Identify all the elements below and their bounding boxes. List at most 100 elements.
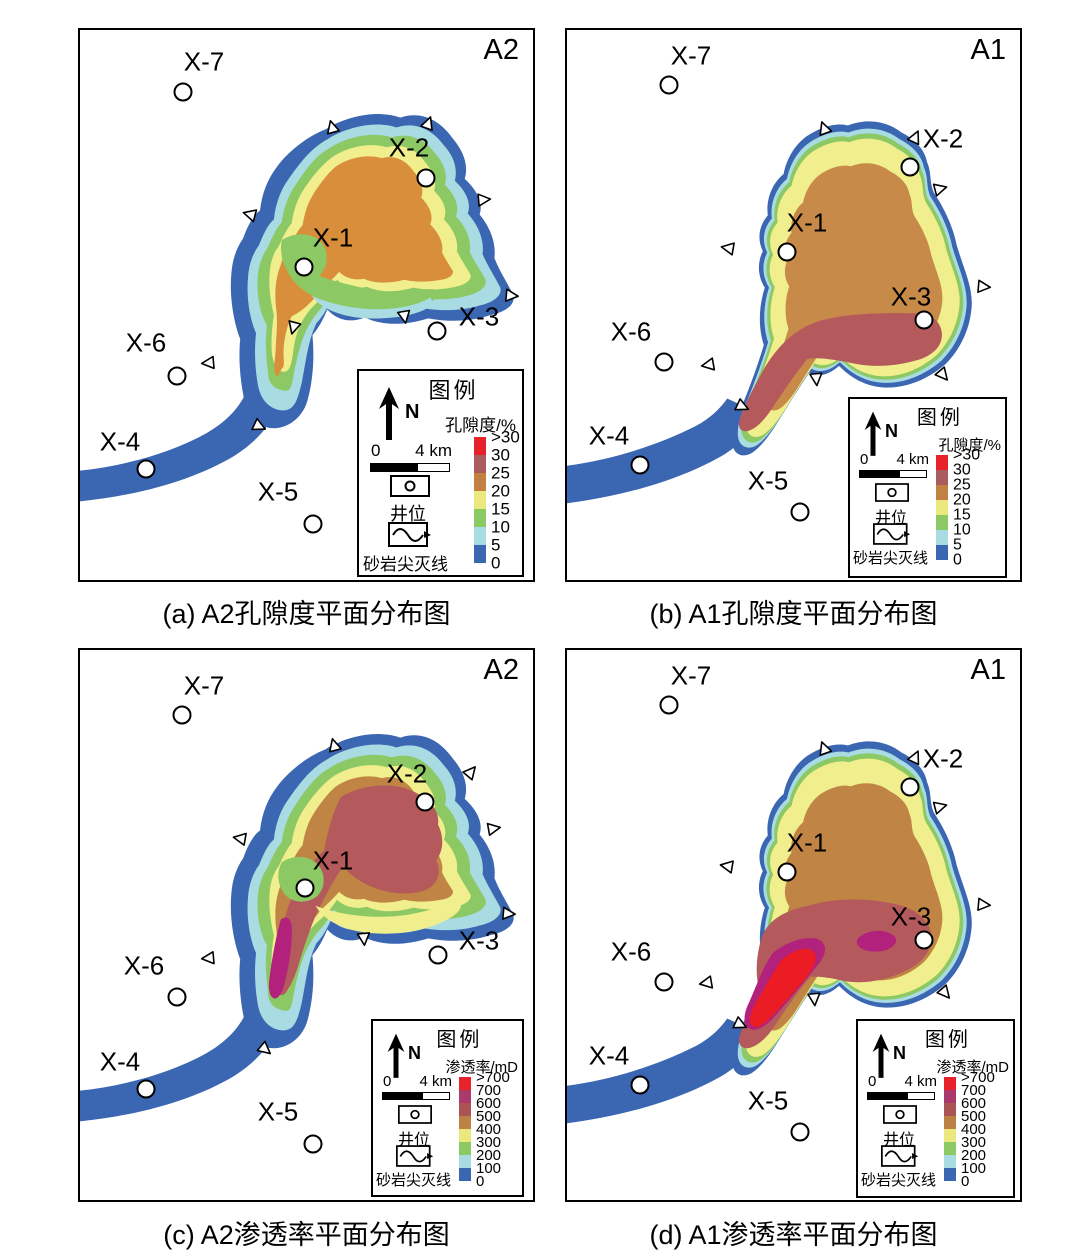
well-marker-X-4 — [630, 455, 650, 475]
caption-d: (d) A1渗透率平面分布图 — [649, 1220, 938, 1250]
pinchout-symbol-label: 砂岩尖灭线 — [853, 550, 929, 567]
well-marker-X-2 — [900, 157, 920, 177]
colorbar-tick: 5 — [491, 535, 501, 555]
scale-bar-graphic — [370, 463, 450, 472]
colorbar-tick: 0 — [491, 553, 501, 573]
colorbar-tick: 15 — [953, 506, 971, 524]
colorbar-tick: 25 — [953, 476, 971, 494]
well-label-X-6: X-6 — [610, 936, 652, 967]
wells-layer: X-7 X-2 X-1 X-3 X-6 X-4 X-5 — [567, 650, 1020, 1200]
well-label-X-5: X-5 — [257, 476, 299, 507]
well-symbol — [398, 1105, 432, 1129]
panel-a2-porosity: X-7 X-2 X-1 X-3 X-6 X-4 X-5 A2 图例 N 孔隙度/% >30 3… — [78, 28, 535, 582]
well-marker-X-1 — [777, 862, 797, 882]
colorbar-tick: 100 — [961, 1159, 987, 1177]
colorbar-tick: 300 — [961, 1133, 987, 1151]
legend: 图例 N 渗透率/mD >700 700 600 500 400 300 200 100 0 0… — [856, 1019, 1015, 1198]
scale-bar-graphic — [867, 1092, 935, 1100]
well-label-X-5: X-5 — [257, 1096, 299, 1127]
colorbar-tick: 30 — [491, 445, 510, 465]
well-marker-X-6 — [167, 987, 187, 1007]
colorbar-tick: 15 — [491, 499, 510, 519]
well-label-X-2: X-2 — [922, 743, 964, 774]
colorbar-tick: 200 — [961, 1146, 987, 1164]
north-label: N — [408, 1043, 421, 1063]
pinchout-symbol — [881, 1145, 919, 1172]
well-marker-X-5 — [303, 1134, 323, 1154]
colorbar-swatches — [459, 1077, 471, 1181]
legend-title: 图例 — [436, 1029, 483, 1051]
well-label-X-3: X-3 — [458, 301, 500, 332]
colorbar-swatches — [474, 437, 486, 563]
pinchout-symbol — [873, 523, 911, 550]
well-label-X-4: X-4 — [99, 426, 141, 457]
legend-title: 图例 — [916, 407, 963, 429]
legend: 图例 N 渗透率/mD >700 700 600 500 400 300 200 100 0 0… — [371, 1019, 524, 1197]
north-label: N — [893, 1043, 906, 1063]
well-label-X-7: X-7 — [670, 660, 712, 691]
well-marker-X-2 — [415, 792, 435, 812]
wells-layer: X-7 X-2 X-1 X-3 X-6 X-4 X-5 — [567, 30, 1020, 580]
north-label: N — [885, 421, 898, 441]
north-arrow: N — [871, 1033, 906, 1081]
well-marker-X-7 — [659, 75, 679, 95]
well-marker-X-6 — [654, 972, 674, 992]
well-label-X-2: X-2 — [388, 132, 430, 163]
well-label-X-5: X-5 — [747, 465, 789, 496]
well-symbol — [883, 1105, 917, 1129]
well-marker-X-3 — [914, 310, 934, 330]
scale-right: 4 km — [896, 451, 929, 468]
well-marker-X-5 — [790, 502, 810, 522]
well-marker-X-1 — [294, 257, 314, 277]
well-label-X-4: X-4 — [99, 1046, 141, 1077]
well-marker-X-3 — [427, 321, 447, 341]
colorbar-tick: 600 — [476, 1094, 502, 1112]
panel-label: A2 — [483, 34, 519, 66]
scale-left: 0 — [860, 451, 869, 468]
well-marker-X-6 — [167, 366, 187, 386]
well-label-X-3: X-3 — [890, 281, 932, 312]
panel-a1-porosity: X-7 X-2 X-1 X-3 X-6 X-4 X-5 A1 图例 N 孔隙度/% >30 3… — [565, 28, 1022, 582]
pinchout-symbol-label: 砂岩尖灭线 — [376, 1172, 452, 1189]
north-arrow-icon — [872, 1033, 890, 1078]
colorbar-tick: 100 — [476, 1159, 502, 1177]
well-symbol-label: 井位 — [875, 510, 908, 527]
colorbar-tick: >700 — [961, 1068, 995, 1086]
caption-c: (c) A2渗透率平面分布图 — [163, 1220, 450, 1250]
well-marker-X-5 — [790, 1122, 810, 1142]
colorbar-tick: 300 — [476, 1133, 502, 1151]
well-marker-X-2 — [416, 168, 436, 188]
scale-right: 4 km — [904, 1073, 937, 1090]
north-arrow-icon — [379, 387, 399, 440]
well-symbol-label: 井位 — [398, 1132, 431, 1149]
colorbar-swatches — [936, 455, 948, 560]
colorbar-title: 渗透率/mD — [936, 1059, 1010, 1076]
well-marker-X-2 — [900, 777, 920, 797]
legend-title: 图例 — [428, 378, 479, 403]
well-marker-X-5 — [303, 514, 323, 534]
panel-label: A1 — [970, 34, 1006, 66]
well-marker-X-6 — [654, 352, 674, 372]
well-label-X-1: X-1 — [312, 845, 354, 876]
wells-layer: X-7 X-2 X-1 X-3 X-6 X-4 X-5 — [80, 30, 533, 580]
well-label-X-1: X-1 — [786, 827, 828, 858]
legend-title: 图例 — [924, 1029, 971, 1051]
colorbar-tick: 30 — [953, 461, 971, 479]
well-marker-X-4 — [630, 1075, 650, 1095]
scale-bar-graphic — [382, 1092, 450, 1100]
well-label-X-7: X-7 — [183, 46, 225, 77]
caption-b: (b) A1孔隙度平面分布图 — [649, 599, 938, 629]
well-marker-X-7 — [172, 705, 192, 725]
well-label-X-3: X-3 — [458, 925, 500, 956]
scale-bar-graphic — [859, 470, 927, 478]
colorbar-title: 孔隙度/% — [445, 416, 516, 435]
well-marker-X-3 — [914, 930, 934, 950]
scale-right: 4 km — [415, 441, 452, 460]
scale-right: 4 km — [419, 1073, 452, 1090]
panel-label: A1 — [970, 654, 1006, 686]
colorbar-tick: 0 — [961, 1172, 970, 1190]
caption-a: (a) A2孔隙度平面分布图 — [162, 599, 451, 629]
colorbar-tick: 10 — [953, 521, 971, 539]
well-symbol-label: 井位 — [883, 1132, 916, 1149]
colorbar-tick: >30 — [953, 446, 981, 464]
